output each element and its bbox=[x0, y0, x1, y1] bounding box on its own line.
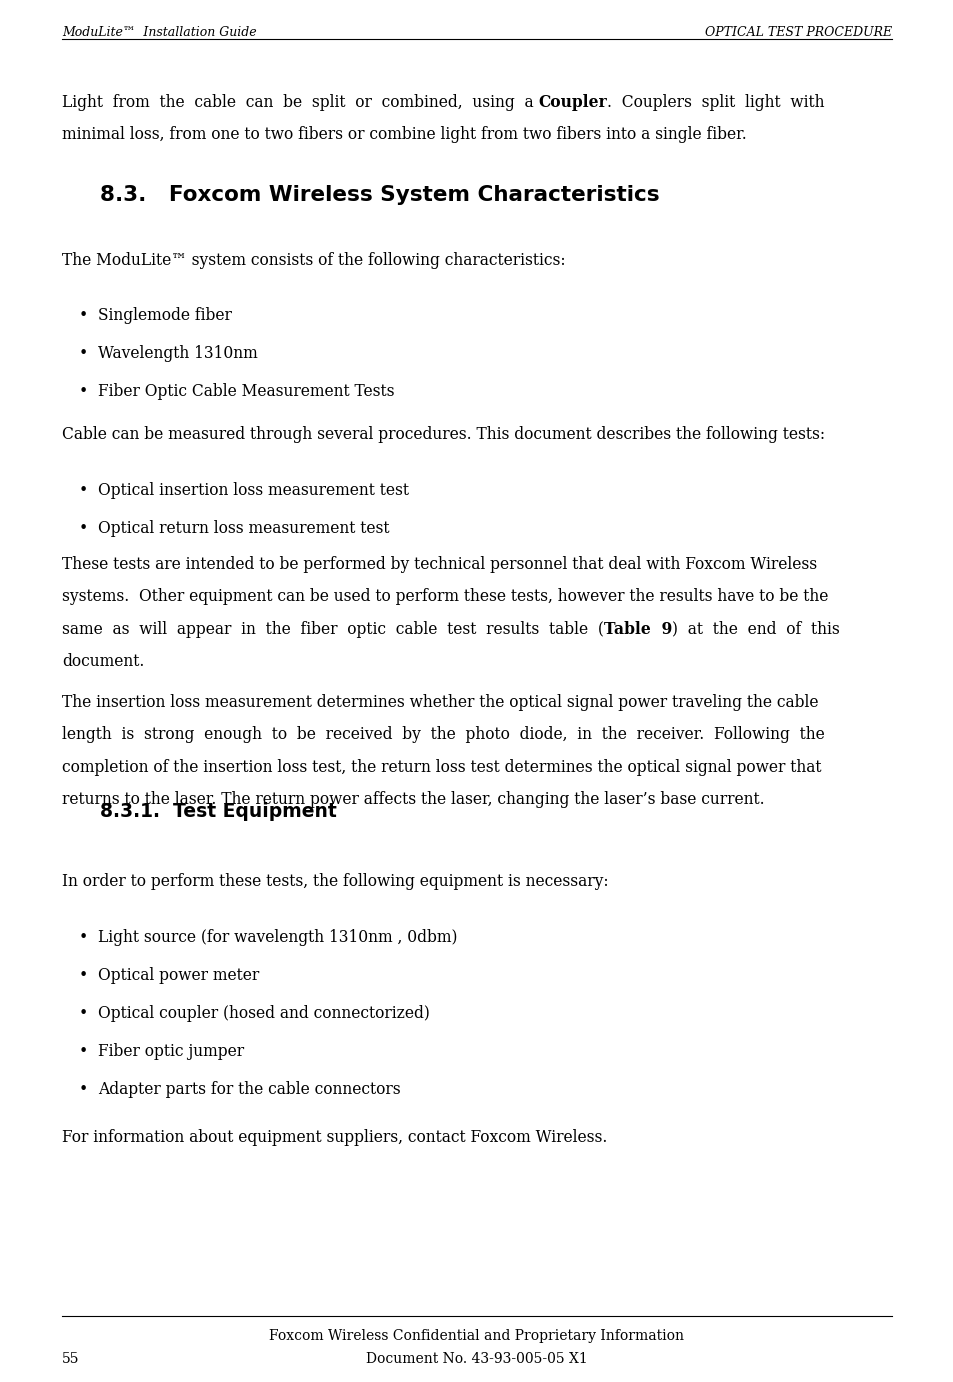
Text: document.: document. bbox=[62, 652, 144, 670]
Text: Optical coupler (hosed and connectorized): Optical coupler (hosed and connectorized… bbox=[98, 1005, 430, 1021]
Text: minimal loss, from one to two fibers or combine light from two fibers into a sin: minimal loss, from one to two fibers or … bbox=[62, 127, 746, 144]
Text: In order to perform these tests, the following equipment is necessary:: In order to perform these tests, the fol… bbox=[62, 873, 608, 890]
Text: Cable can be measured through several procedures. This document describes the fo: Cable can be measured through several pr… bbox=[62, 426, 824, 442]
Text: •: • bbox=[78, 967, 88, 984]
Text: Optical return loss measurement test: Optical return loss measurement test bbox=[98, 521, 390, 538]
Text: For information about equipment suppliers, contact Foxcom Wireless.: For information about equipment supplier… bbox=[62, 1129, 607, 1146]
Text: same  as  will  appear  in  the  fiber  optic  cable  test  results  table  (: same as will appear in the fiber optic c… bbox=[62, 621, 603, 637]
Text: •: • bbox=[78, 482, 88, 499]
Text: Adapter parts for the cable connectors: Adapter parts for the cable connectors bbox=[98, 1081, 400, 1097]
Text: •: • bbox=[78, 1043, 88, 1060]
Text: Coupler: Coupler bbox=[537, 94, 607, 111]
Text: These tests are intended to be performed by technical personnel that deal with F: These tests are intended to be performed… bbox=[62, 556, 817, 572]
Text: Light source (for wavelength 1310nm , 0dbm): Light source (for wavelength 1310nm , 0d… bbox=[98, 929, 457, 945]
Text: Light  from  the  cable  can  be  split  or  combined,  using  a: Light from the cable can be split or com… bbox=[62, 94, 537, 111]
Text: Fiber optic jumper: Fiber optic jumper bbox=[98, 1043, 244, 1060]
Text: Singlemode fiber: Singlemode fiber bbox=[98, 307, 232, 323]
Text: Wavelength 1310nm: Wavelength 1310nm bbox=[98, 346, 257, 362]
Text: The insertion loss measurement determines whether the optical signal power trave: The insertion loss measurement determine… bbox=[62, 694, 818, 710]
Text: 8.3.1.  Test Equipment: 8.3.1. Test Equipment bbox=[100, 802, 336, 821]
Text: ModuLite™  Installation Guide: ModuLite™ Installation Guide bbox=[62, 26, 256, 39]
Text: OPTICAL TEST PROCEDURE: OPTICAL TEST PROCEDURE bbox=[704, 26, 891, 39]
Text: .  Couplers  split  light  with: . Couplers split light with bbox=[607, 94, 824, 111]
Text: Table  9: Table 9 bbox=[603, 621, 672, 637]
Text: •: • bbox=[78, 307, 88, 323]
Text: Foxcom Wireless Confidential and Proprietary Information: Foxcom Wireless Confidential and Proprie… bbox=[269, 1329, 684, 1343]
Text: Optical insertion loss measurement test: Optical insertion loss measurement test bbox=[98, 482, 409, 499]
Text: Document No. 43-93-005-05 X1: Document No. 43-93-005-05 X1 bbox=[366, 1352, 587, 1365]
Text: •: • bbox=[78, 521, 88, 538]
Text: returns to the laser. The return power affects the laser, changing the laser’s b: returns to the laser. The return power a… bbox=[62, 791, 764, 808]
Text: •: • bbox=[78, 346, 88, 362]
Text: •: • bbox=[78, 383, 88, 399]
Text: 55: 55 bbox=[62, 1352, 79, 1365]
Text: length  is  strong  enough  to  be  received  by  the  photo  diode,  in  the  r: length is strong enough to be received b… bbox=[62, 727, 824, 744]
Text: The ModuLite™ system consists of the following characteristics:: The ModuLite™ system consists of the fol… bbox=[62, 252, 565, 268]
Text: completion of the insertion loss test, the return loss test determines the optic: completion of the insertion loss test, t… bbox=[62, 759, 821, 775]
Text: •: • bbox=[78, 1081, 88, 1097]
Text: •: • bbox=[78, 929, 88, 945]
Text: •: • bbox=[78, 1005, 88, 1021]
Text: systems.  Other equipment can be used to perform these tests, however the result: systems. Other equipment can be used to … bbox=[62, 589, 827, 605]
Text: 8.3.   Foxcom Wireless System Characteristics: 8.3. Foxcom Wireless System Characterist… bbox=[100, 185, 659, 205]
Text: Fiber Optic Cable Measurement Tests: Fiber Optic Cable Measurement Tests bbox=[98, 383, 395, 399]
Text: )  at  the  end  of  this: ) at the end of this bbox=[672, 621, 840, 637]
Text: Optical power meter: Optical power meter bbox=[98, 967, 259, 984]
